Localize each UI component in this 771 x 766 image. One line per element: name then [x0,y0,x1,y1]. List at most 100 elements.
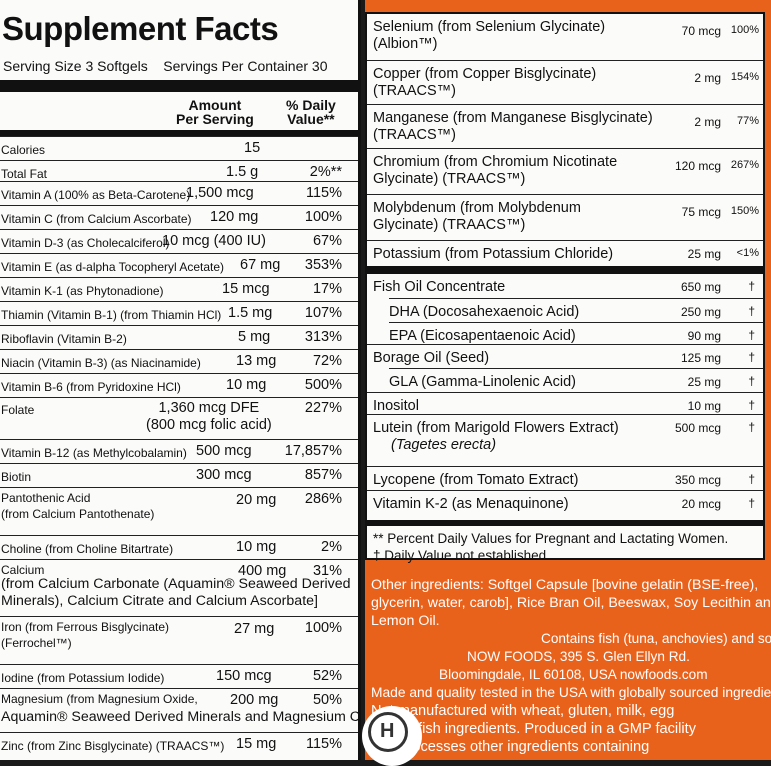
nutrient-amount: 25 mg [687,375,721,389]
ingredient-line: NOW FOODS, 395 S. Glen Ellyn Rd. [467,649,690,664]
nutrient-daily-value: 500% [304,377,342,393]
ingredient-line: Made and quality tested in the USA with … [371,685,771,700]
nutrient-row: Magnesium (from Magnesium Oxide, 200 mg 50… [0,688,358,732]
dagger-mark: † [748,420,755,434]
nutrient-row: Iron (from Ferrous Bisglycinate) (Ferroc… [0,616,358,664]
nutrient-amount: 125 mg [680,351,721,365]
nutrient-daily-value: 17% [312,281,342,297]
nutrient-amount: 500 mcg [196,443,252,459]
nutrient-name: Folate [1,403,35,417]
thick-rule [367,520,763,526]
nutrient-row: Vitamin E (as d-alpha Tocopheryl Acetate… [0,253,358,277]
nutrient-amount: 10 mcg (400 IU) [162,233,266,249]
nutrient-row: Biotin 300 mcg 857% [0,463,358,487]
footnote-dagger: † Daily Value not established. [373,548,550,563]
nutrient-name: Thiamin (Vitamin B-1) (from Thiamin HCl) [1,308,222,322]
nutrient-name: Niacin (Vitamin B-3) (as Niacinamide) [1,356,201,370]
mineral-amount: 25 mg [687,247,721,261]
nutrient-row: Lycopene (from Tomato Extract) 350 mcg † [367,466,763,490]
nutrient-amount: 15 [244,140,261,156]
nutrient-amount: 250 mg [680,305,721,319]
nutrient-amount: 200 mg [230,692,279,708]
nutrient-name: Inositol [373,398,419,414]
mineral-name: Manganese (from Manganese Bisglycinate) … [373,110,653,143]
nutrient-row: Vitamin B-6 (from Pyridoxine HCl) 10 mg 50… [0,373,358,397]
nutrient-row: Vitamin A (100% as Beta-Carotene) 1,500 m… [0,181,358,205]
nutrient-row: Vitamin D-3 (as Cholecalciferol) 10 mcg (… [0,229,358,253]
dagger-mark: † [748,472,755,486]
mineral-amount: 70 mcg [681,24,721,38]
lutein-source: (Tagetes erecta) [391,437,497,453]
mineral-amount: 2 mg [694,115,721,129]
nutrient-daily-value: 227% [304,400,342,416]
nutrient-name: Iodine (from Potassium Iodide) [1,671,165,685]
nutrient-daily-value: 31% [312,563,342,579]
nutrient-amount: 15 mg [236,736,277,752]
nutrient-amount: 10 mg [236,539,277,555]
nutrient-amount: 20 mg [236,492,277,508]
mineral-name: Copper (from Copper Bisglycinate) (TRAAC… [373,66,597,99]
mineral-row: Molybdenum (from Molybdenum Glycinate) (… [367,194,763,240]
nutrient-row: EPA (Eicosapentaenoic Acid) 90 mg † [389,322,763,344]
magnesium-source: Aquamin® Seaweed Derived Minerals and Ma… [1,709,361,725]
nutrient-amount: 300 mcg [196,467,252,483]
nutrient-daily-value: 115% [305,185,342,201]
nutrient-daily-value: 100% [304,620,342,636]
nutrient-daily-value: 72% [312,353,342,369]
dagger-mark: † [748,350,755,364]
mineral-row: Manganese (from Manganese Bisglycinate) … [367,104,763,148]
nutrient-amount: 350 mcg [674,473,721,487]
mineral-amount: 120 mcg [674,159,721,173]
mineral-row: Chromium (from Chromium Nicotinate Glyci… [367,148,763,194]
nutrient-name: Total Fat [1,167,48,181]
nutrient-amount: 90 mg [687,329,721,343]
nutrient-name: Iron (from Ferrous Bisglycinate) (Ferroc… [1,620,170,650]
nutrient-name: Biotin [1,470,32,484]
ingredient-line: that processes other ingredients contain… [371,739,650,755]
nutrient-name: Riboflavin (Vitamin B-2) [1,332,127,346]
nutrient-amount: 10 mg [687,399,721,413]
mineral-daily-value: 150% [730,205,759,217]
mineral-row: Potassium (from Potassium Chloride) 25 mg… [367,240,763,266]
nutrient-name: Vitamin E (as d-alpha Tocopheryl Acetate… [1,260,225,274]
nutrient-daily-value: 17,857% [284,443,342,459]
mineral-amount: 2 mg [694,71,721,85]
nutrient-amount: 27 mg [234,621,275,637]
mineral-daily-value: <1% [736,247,759,259]
ingredient-line: Other ingredients: Softgel Capsule [bovi… [371,577,759,593]
nutrient-daily-value: 2% [321,539,342,555]
nutrient-amount: 1,360 mcg DFE (800 mcg folic acid) [146,400,272,433]
nutrient-row: Folate 1,360 mcg DFE (800 mcg folic acid)… [0,397,358,439]
nutrient-name: GLA (Gamma-Linolenic Acid) [389,374,576,390]
nutrient-name: Lycopene (from Tomato Extract) [373,472,579,488]
mineral-row: Selenium (from Selenium Glycinate) (Albi… [367,14,763,60]
nutrient-amount: 120 mg [210,209,259,225]
nutrient-amount: 500 mcg [674,421,721,435]
nutrient-name: Choline (from Choline Bitartrate) [1,542,174,556]
supplement-facts-left-panel: Supplement Facts Serving Size 3 Softgels… [0,0,361,760]
nutrient-name: Calcium [1,563,45,577]
dagger-mark: † [748,304,755,318]
nutrient-daily-value: 115% [305,736,342,752]
serving-info: Serving Size 3 Softgels Servings Per Con… [3,58,328,74]
ingredient-line: Lemon Oil. [371,613,440,629]
nutrient-name: Vitamin K-1 (as Phytonadione) [1,284,164,298]
nutrient-row: Vitamin B-12 (as Methylcobalamin) 500 mcg… [0,439,358,463]
thick-rule [0,80,358,92]
footnote-pregnant: ** Percent Daily Values for Pregnant and… [373,531,729,546]
mineral-amount: 75 mcg [681,205,721,219]
nutrient-name: Vitamin K-2 (as Menaquinone) [373,496,569,512]
nutrient-name: Fish Oil Concentrate [373,279,506,295]
mineral-daily-value: 100% [730,24,759,36]
panel-title: Supplement Facts [2,10,279,47]
seal-letter: H [380,720,395,742]
seal-ring [368,712,408,752]
nutrient-amount: 1,500 mcg [186,185,254,201]
nutrient-amount: 20 mcg [681,497,721,511]
mineral-row: Copper (from Copper Bisglycinate) (TRAAC… [367,60,763,104]
nutrient-name: Zinc (from Zinc Bisglycinate) (TRAACS™) [1,739,225,753]
mineral-name: Chromium (from Chromium Nicotinate Glyci… [373,154,618,187]
nutrient-row: Calcium 400 mg 31% (from Calcium Carbonate … [0,559,358,616]
label-right-section: Selenium (from Selenium Glycinate) (Albi… [365,0,771,760]
mineral-daily-value: 77% [736,115,759,127]
